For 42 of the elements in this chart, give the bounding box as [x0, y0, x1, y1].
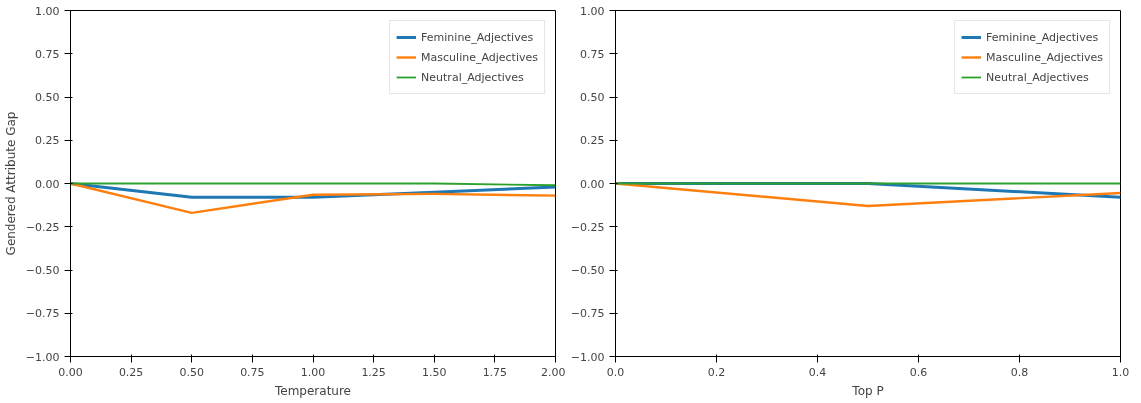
x-axis-title: Temperature [273, 383, 352, 398]
y-tick-label: 1.00 [35, 4, 60, 18]
x-tick-label: 1.00 [300, 365, 326, 379]
x-tick-label: 0.2 [707, 365, 726, 379]
x-axis-title: Top P [851, 383, 884, 398]
y-tick-label: 0.25 [35, 134, 60, 148]
x-tick-label: 0.75 [240, 365, 265, 379]
x-tick-label: 0.4 [808, 365, 827, 379]
legend-label: Neutral_Adjectives [986, 70, 1089, 84]
y-tick-label: 0.25 [580, 134, 605, 148]
y-axis-title: Gendered Attribute Gap [3, 111, 18, 256]
legend-label: Neutral_Adjectives [421, 70, 524, 84]
x-tick-label: 1.75 [482, 365, 508, 379]
x-tick-label: 1.50 [422, 365, 447, 379]
x-tick-label: 0.25 [118, 365, 144, 379]
y-tick-label: −0.50 [570, 264, 605, 277]
y-tick-label: 0.00 [35, 177, 60, 191]
y-tick-label: 0.50 [580, 91, 605, 104]
y-tick-label: −1.00 [25, 350, 60, 364]
legend-label: Masculine_Adjectives [421, 50, 538, 64]
y-tick-label: −0.25 [570, 220, 605, 234]
y-tick-label: −0.75 [570, 307, 605, 321]
x-tick-label: 1.25 [361, 365, 386, 379]
x-tick-label: 0.50 [179, 365, 204, 379]
x-tick-label: 2.00 [541, 365, 566, 379]
y-tick-label: 0.75 [580, 47, 605, 61]
x-tick-label: 1.0 [1111, 365, 1130, 379]
y-tick-label: −1.00 [570, 350, 605, 364]
y-tick-label: 0.50 [35, 91, 60, 104]
legend-label: Feminine_Adjectives [986, 30, 1099, 44]
y-tick-label: 0.75 [35, 47, 60, 61]
y-tick-label: −0.75 [25, 307, 60, 321]
y-tick-label: 0.00 [580, 177, 605, 191]
x-tick-label: 0.8 [1010, 365, 1029, 379]
y-tick-label: −0.50 [25, 264, 60, 277]
y-tick-label: −0.25 [25, 220, 60, 234]
x-tick-label: 0.0 [606, 365, 625, 379]
y-tick-label: 1.00 [580, 4, 605, 18]
x-tick-label: 0.6 [909, 365, 928, 379]
legend-label: Masculine_Adjectives [986, 50, 1103, 64]
x-tick-label: 0.00 [58, 365, 83, 379]
legend-label: Feminine_Adjectives [421, 30, 534, 44]
